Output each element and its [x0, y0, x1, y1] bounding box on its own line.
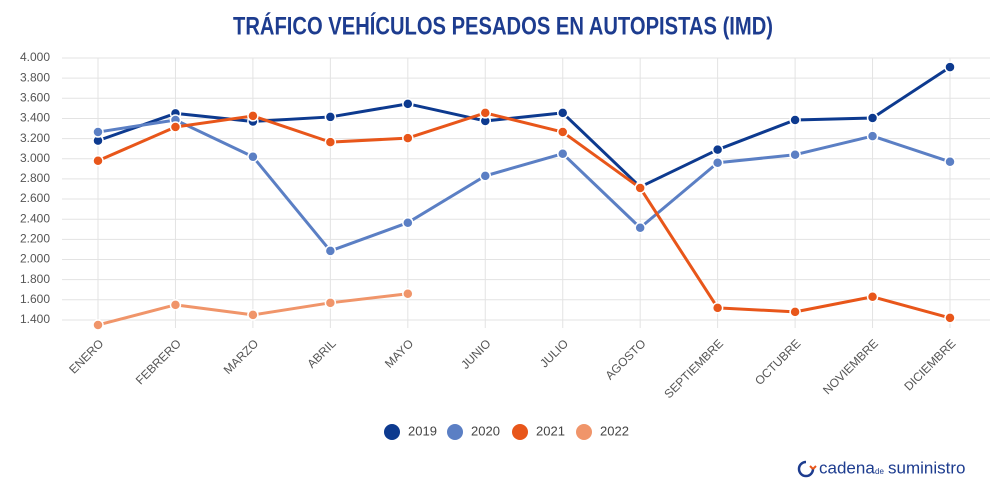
data-point [402, 132, 414, 144]
logo: cadena de suministro [797, 458, 965, 478]
data-point [479, 107, 492, 119]
data-point [634, 222, 646, 234]
logo-text: de [875, 467, 884, 476]
y-tick-label: 3.200 [20, 131, 50, 145]
data-point [402, 216, 414, 229]
data-point [324, 245, 337, 257]
x-tick-label: JUNIO [458, 336, 493, 371]
data-point [866, 130, 879, 142]
y-tick-label: 2.400 [20, 211, 50, 225]
data-point [169, 299, 182, 311]
data-point [324, 111, 337, 123]
series-line [97, 118, 951, 253]
data-point [944, 156, 956, 168]
x-tick-label: OCTUBRE [752, 336, 803, 387]
legend-marker [576, 424, 592, 440]
data-point [711, 157, 724, 169]
data-point [866, 291, 879, 303]
data-point [247, 150, 259, 163]
y-tick-label: 3.400 [20, 111, 50, 125]
logo-arrow [809, 465, 817, 470]
data-point [556, 147, 569, 160]
y-tick-label: 2.200 [20, 232, 50, 246]
data-point [789, 148, 801, 161]
logo-text: cadena [819, 458, 875, 477]
x-tick-label: MAYO [382, 336, 416, 370]
data-point [944, 312, 956, 324]
data-point [402, 287, 414, 300]
x-tick-label: SEPTIEMBRE [661, 336, 726, 401]
x-tick-label: NOVIEMBRE [820, 336, 881, 397]
logo-icon [797, 460, 815, 478]
data-point [866, 112, 879, 124]
data-point [92, 126, 104, 138]
x-tick-label: ENERO [66, 336, 106, 376]
data-point [402, 98, 414, 110]
y-tick-label: 2.600 [20, 191, 50, 205]
legend-marker [384, 424, 400, 440]
x-tick-label: JULIO [537, 336, 571, 370]
data-point [324, 297, 337, 309]
y-tick-label: 4.000 [20, 50, 50, 64]
legend-label: 2019 [408, 423, 437, 438]
legend-label: 2021 [536, 423, 565, 438]
x-tick-label: ABRIL [304, 336, 339, 371]
y-tick-label: 3.600 [20, 90, 50, 104]
logo-text: suministro [888, 458, 965, 477]
legend-marker [512, 424, 528, 440]
chart-title: TRÁFICO VEHÍCULOS PESADOS EN AUTOPISTAS … [233, 12, 773, 41]
series-line [97, 65, 951, 189]
legend-marker [447, 424, 463, 440]
x-tick-label: AGOSTO [602, 336, 648, 382]
x-tick-label: DICIEMBRE [901, 336, 958, 393]
y-tick-label: 2.800 [20, 171, 50, 185]
data-point [324, 136, 337, 148]
legend-label: 2020 [471, 423, 500, 438]
data-point [944, 61, 956, 73]
data-point [479, 170, 492, 182]
y-tick-label: 1.800 [20, 272, 50, 286]
x-tick-label: FEBRERO [133, 336, 184, 387]
legend-label: 2022 [600, 423, 629, 438]
data-point [711, 143, 724, 156]
x-tick-label: MARZO [221, 336, 262, 377]
y-tick-label: 3.800 [20, 70, 50, 84]
y-tick-label: 1.600 [20, 292, 50, 306]
data-point [247, 110, 259, 122]
data-point [634, 182, 646, 194]
y-tick-label: 1.400 [20, 312, 50, 326]
series-line [97, 111, 951, 320]
y-tick-label: 2.000 [20, 252, 50, 266]
data-point [556, 126, 569, 138]
data-point [789, 306, 801, 318]
data-point [92, 319, 104, 331]
data-point [92, 155, 104, 167]
data-point [247, 309, 259, 321]
data-point [711, 302, 724, 314]
data-point [169, 121, 182, 133]
y-tick-label: 3.000 [20, 151, 50, 165]
data-point [789, 114, 801, 126]
data-point [556, 107, 569, 119]
